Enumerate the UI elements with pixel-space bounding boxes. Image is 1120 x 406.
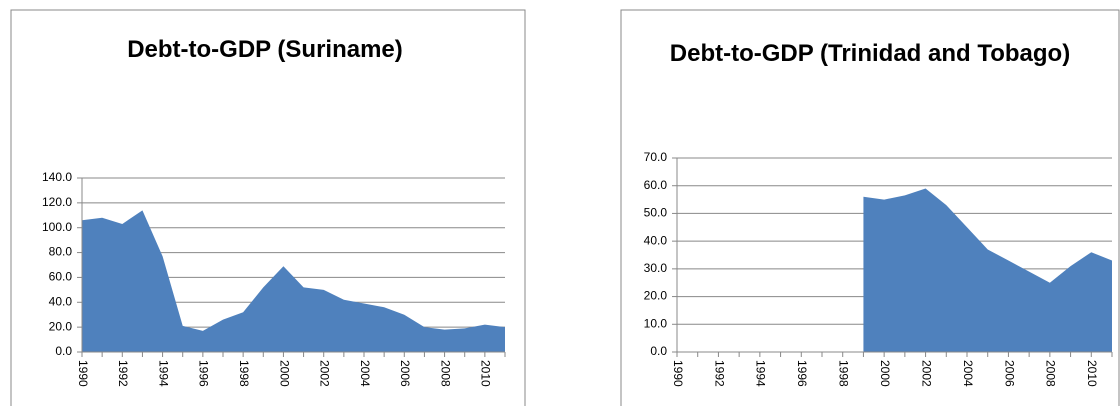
x-tick-label: 2002: [318, 360, 332, 387]
x-tick-label: 1996: [795, 360, 809, 387]
y-tick-label: 80.0: [49, 245, 73, 259]
area: [82, 210, 505, 352]
x-tick-label: 1990: [76, 360, 90, 387]
x-tick-label: 1994: [156, 360, 170, 387]
chart-title: Debt-to-GDP (Trinidad and Tobago): [669, 40, 1071, 67]
x-tick-label: 2008: [1044, 360, 1058, 387]
x-tick-label: 1998: [837, 360, 851, 387]
y-tick-label: 40.0: [644, 233, 668, 247]
y-tick-label: 20.0: [49, 319, 73, 333]
x-tick-label: 2010: [479, 360, 493, 387]
x-tick-label: 1998: [237, 360, 251, 387]
x-tick-label: 2006: [1002, 360, 1016, 387]
x-tick-label: 2004: [358, 360, 372, 387]
y-tick-label: 70.0: [644, 150, 668, 164]
y-tick-label: 100.0: [42, 220, 72, 234]
y-tick-label: 0.0: [650, 344, 667, 358]
y-tick-label: 60.0: [644, 178, 668, 192]
y-tick-label: 60.0: [49, 270, 73, 284]
x-tick-label: 2008: [438, 360, 452, 387]
y-tick-label: 0.0: [55, 344, 72, 358]
x-tick-label: 1990: [671, 360, 685, 387]
x-tick-label: 2010: [1085, 360, 1099, 387]
chart-border: [10, 9, 526, 406]
y-tick-label: 50.0: [644, 206, 668, 220]
x-tick-label: 1994: [754, 360, 768, 387]
x-tick-label: 2000: [277, 360, 291, 387]
chart-title: Debt-to-GDP (Suriname): [127, 36, 403, 63]
y-tick-label: 140.0: [42, 170, 72, 184]
y-tick-label: 30.0: [644, 261, 668, 275]
x-tick-label: 1996: [197, 360, 211, 387]
x-tick-label: 2000: [878, 360, 892, 387]
y-tick-label: 20.0: [644, 289, 668, 303]
x-tick-label: 2002: [919, 360, 933, 387]
x-tick-label: 2004: [961, 360, 975, 387]
x-tick-label: 1992: [116, 360, 130, 387]
y-tick-label: 10.0: [644, 316, 668, 330]
area: [863, 188, 1112, 352]
y-tick-label: 40.0: [49, 294, 73, 308]
chart-border: [620, 9, 1120, 406]
x-tick-label: 1992: [712, 360, 726, 387]
y-tick-label: 120.0: [42, 195, 72, 209]
x-tick-label: 2006: [398, 360, 412, 387]
